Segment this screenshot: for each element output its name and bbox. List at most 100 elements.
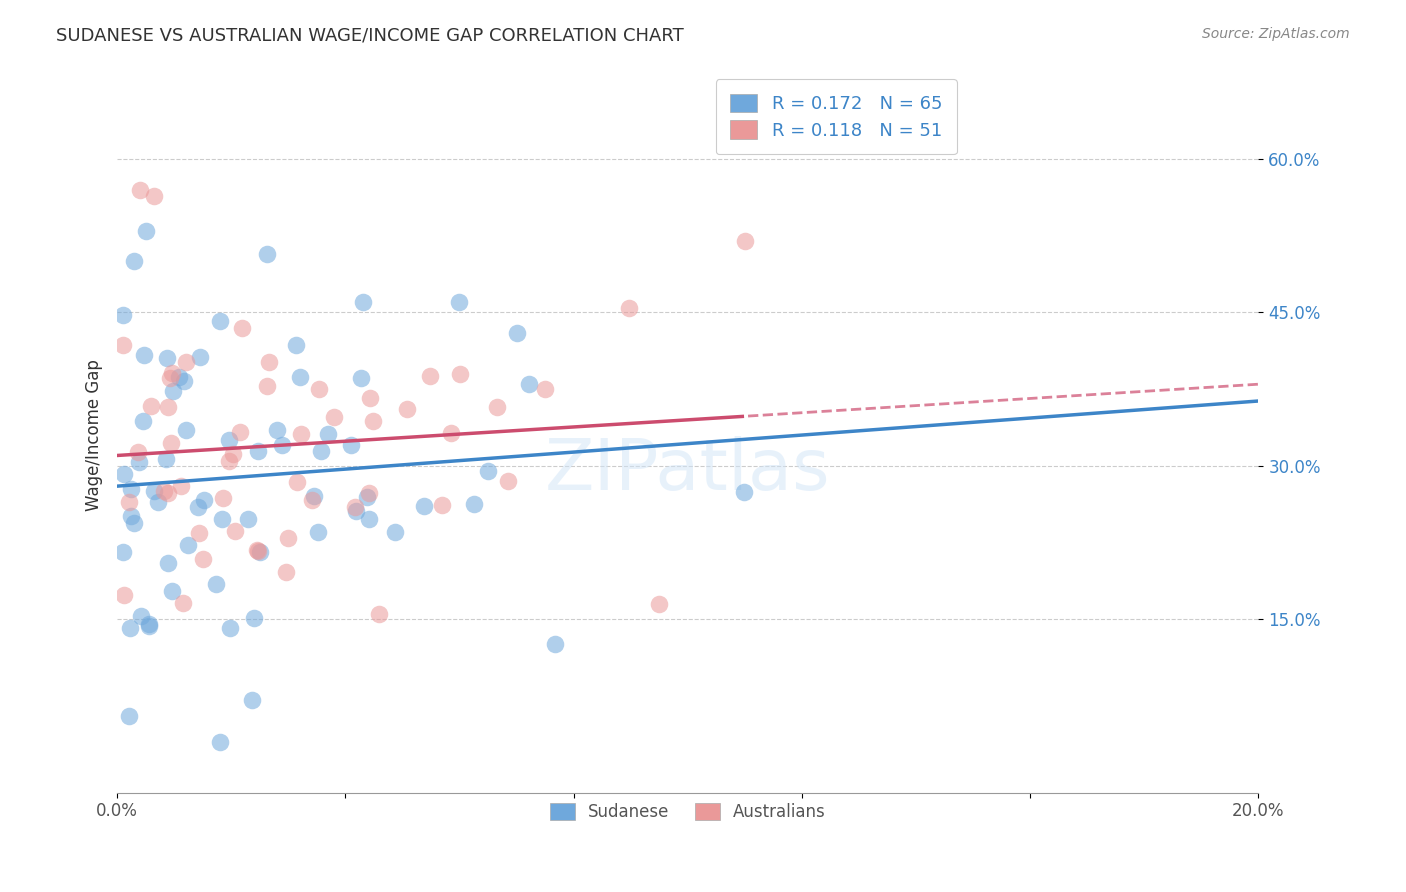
Point bbox=[256, 379, 278, 393]
Point bbox=[160, 583, 183, 598]
Point bbox=[307, 525, 329, 540]
Point bbox=[496, 474, 519, 488]
Point bbox=[271, 438, 294, 452]
Point bbox=[247, 543, 270, 558]
Point bbox=[159, 371, 181, 385]
Point bbox=[156, 351, 179, 365]
Point bbox=[384, 525, 406, 540]
Point bbox=[156, 400, 179, 414]
Point bbox=[139, 399, 162, 413]
Point bbox=[246, 443, 269, 458]
Point bbox=[517, 377, 540, 392]
Point bbox=[419, 369, 441, 384]
Point bbox=[193, 552, 215, 566]
Point bbox=[174, 355, 197, 369]
Point bbox=[193, 493, 215, 508]
Point bbox=[224, 524, 246, 539]
Point bbox=[344, 504, 367, 518]
Point bbox=[211, 512, 233, 526]
Point bbox=[129, 608, 152, 623]
Point bbox=[132, 348, 155, 362]
Point bbox=[361, 413, 384, 427]
Point bbox=[159, 436, 181, 450]
Point bbox=[359, 391, 381, 405]
Point bbox=[208, 734, 231, 748]
Point bbox=[143, 189, 166, 203]
Point bbox=[118, 495, 141, 509]
Point bbox=[132, 414, 155, 428]
Point bbox=[357, 512, 380, 526]
Point bbox=[219, 621, 242, 635]
Point bbox=[734, 234, 756, 248]
Point bbox=[304, 490, 326, 504]
Point bbox=[432, 498, 454, 512]
Text: SUDANESE VS AUSTRALIAN WAGE/INCOME GAP CORRELATION CHART: SUDANESE VS AUSTRALIAN WAGE/INCOME GAP C… bbox=[56, 27, 683, 45]
Point bbox=[112, 338, 135, 352]
Point bbox=[212, 491, 235, 505]
Point bbox=[117, 709, 139, 723]
Point bbox=[619, 301, 641, 315]
Point bbox=[112, 588, 135, 602]
Point bbox=[285, 475, 308, 490]
Point bbox=[395, 402, 418, 417]
Point bbox=[339, 438, 361, 452]
Point bbox=[463, 497, 485, 511]
Point bbox=[173, 374, 195, 388]
Point bbox=[413, 499, 436, 513]
Point bbox=[308, 382, 330, 396]
Legend: Sudanese, Australians: Sudanese, Australians bbox=[537, 789, 839, 834]
Point bbox=[301, 493, 323, 508]
Point bbox=[356, 490, 378, 504]
Point bbox=[257, 354, 280, 368]
Point bbox=[153, 483, 176, 498]
Point bbox=[190, 350, 212, 364]
Point bbox=[172, 596, 194, 610]
Point bbox=[486, 400, 509, 414]
Point bbox=[309, 444, 332, 458]
Point bbox=[290, 427, 312, 442]
Point bbox=[187, 525, 209, 540]
Point bbox=[277, 531, 299, 545]
Point bbox=[148, 495, 170, 509]
Point bbox=[124, 254, 146, 268]
Point bbox=[344, 500, 367, 514]
Point bbox=[124, 516, 146, 530]
Point bbox=[238, 512, 260, 526]
Point bbox=[112, 467, 135, 482]
Point bbox=[288, 369, 311, 384]
Point bbox=[648, 597, 671, 611]
Point bbox=[135, 224, 157, 238]
Point bbox=[285, 338, 308, 352]
Point bbox=[449, 367, 471, 381]
Point bbox=[733, 485, 755, 500]
Point bbox=[170, 479, 193, 493]
Point bbox=[543, 637, 565, 651]
Point bbox=[111, 545, 134, 559]
Point bbox=[120, 622, 142, 636]
Text: ZIPatlas: ZIPatlas bbox=[546, 436, 831, 505]
Point bbox=[222, 447, 245, 461]
Point bbox=[142, 483, 165, 498]
Y-axis label: Wage/Income Gap: Wage/Income Gap bbox=[86, 359, 103, 511]
Point bbox=[350, 371, 373, 385]
Point bbox=[138, 616, 160, 631]
Point bbox=[242, 692, 264, 706]
Point bbox=[256, 247, 278, 261]
Point bbox=[177, 538, 200, 552]
Point bbox=[249, 545, 271, 559]
Point bbox=[316, 427, 339, 442]
Text: Source: ZipAtlas.com: Source: ZipAtlas.com bbox=[1202, 27, 1350, 41]
Point bbox=[111, 309, 134, 323]
Point bbox=[208, 314, 231, 328]
Point bbox=[155, 451, 177, 466]
Point bbox=[120, 483, 142, 497]
Point bbox=[231, 320, 253, 334]
Point bbox=[505, 326, 527, 340]
Point bbox=[162, 384, 184, 399]
Point bbox=[534, 382, 557, 396]
Point bbox=[367, 607, 389, 621]
Point bbox=[160, 366, 183, 380]
Point bbox=[127, 444, 149, 458]
Point bbox=[274, 565, 297, 579]
Point bbox=[157, 556, 180, 570]
